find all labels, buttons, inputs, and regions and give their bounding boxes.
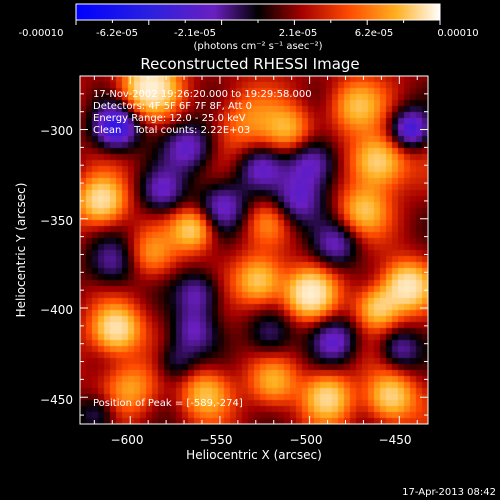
colorbar-tick-label: 6.2e-05 <box>355 28 393 39</box>
colorbar-tick-label: 2.1e-05 <box>279 28 317 39</box>
annotation-time-range: 17-Nov-2002 19:26:20.000 to 19:29:58.000 <box>93 89 312 100</box>
y-tick-labels: −300 −350 −400 −450 <box>40 124 73 407</box>
annotation-peak: Position of Peak = [-589,-274] <box>93 398 243 409</box>
colorbar-tick-label: -2.1e-05 <box>174 28 216 39</box>
x-tick-labels: −600 −550 −500 −450 <box>111 433 412 447</box>
x-tick-label: −550 <box>200 433 233 447</box>
plot-frame <box>79 75 429 425</box>
plot-annotations: 17-Nov-2002 19:26:20.000 to 19:29:58.000… <box>93 89 312 409</box>
colorbar-tick-label: -6.2e-05 <box>96 28 138 39</box>
annotation-energy: Energy Range: 12.0 - 25.0 keV <box>93 113 246 124</box>
heatmap-image <box>80 76 428 424</box>
annotation-detectors: Detectors: 4F 5F 6F 7F 8F, Att 0 <box>93 101 252 112</box>
chart-title: Reconstructed RHESSI Image <box>140 55 359 73</box>
y-axis-label: Heliocentric Y (arcsec) <box>14 183 28 318</box>
colorbar-ticks <box>75 20 441 25</box>
x-axis-label: Heliocentric X (arcsec) <box>186 448 322 462</box>
y-tick-label: −450 <box>40 393 73 407</box>
x-tick-label: −450 <box>379 433 412 447</box>
colorbar: -0.00010 -6.2e-05 -2.1e-05 2.1e-05 6.2e-… <box>19 3 479 52</box>
colorbar-tick-label: -0.00010 <box>19 28 64 39</box>
y-tick-label: −300 <box>40 124 73 138</box>
plot-area <box>79 75 429 425</box>
x-tick-label: −600 <box>111 433 144 447</box>
y-tick-label: −350 <box>40 214 73 228</box>
axis-ticks <box>80 75 428 424</box>
footer-date: 17-Apr-2013 08:42 <box>402 487 496 498</box>
colorbar-tick-label: 0.00010 <box>437 28 478 39</box>
y-tick-label: −400 <box>40 303 73 317</box>
colorbar-unit-label: (photons cm⁻² s⁻¹ asec⁻²) <box>193 41 322 52</box>
x-tick-label: −500 <box>290 433 323 447</box>
colorbar-gradient <box>75 3 441 21</box>
annotation-clean: Clean Total counts: 2.22E+03 <box>93 125 250 136</box>
